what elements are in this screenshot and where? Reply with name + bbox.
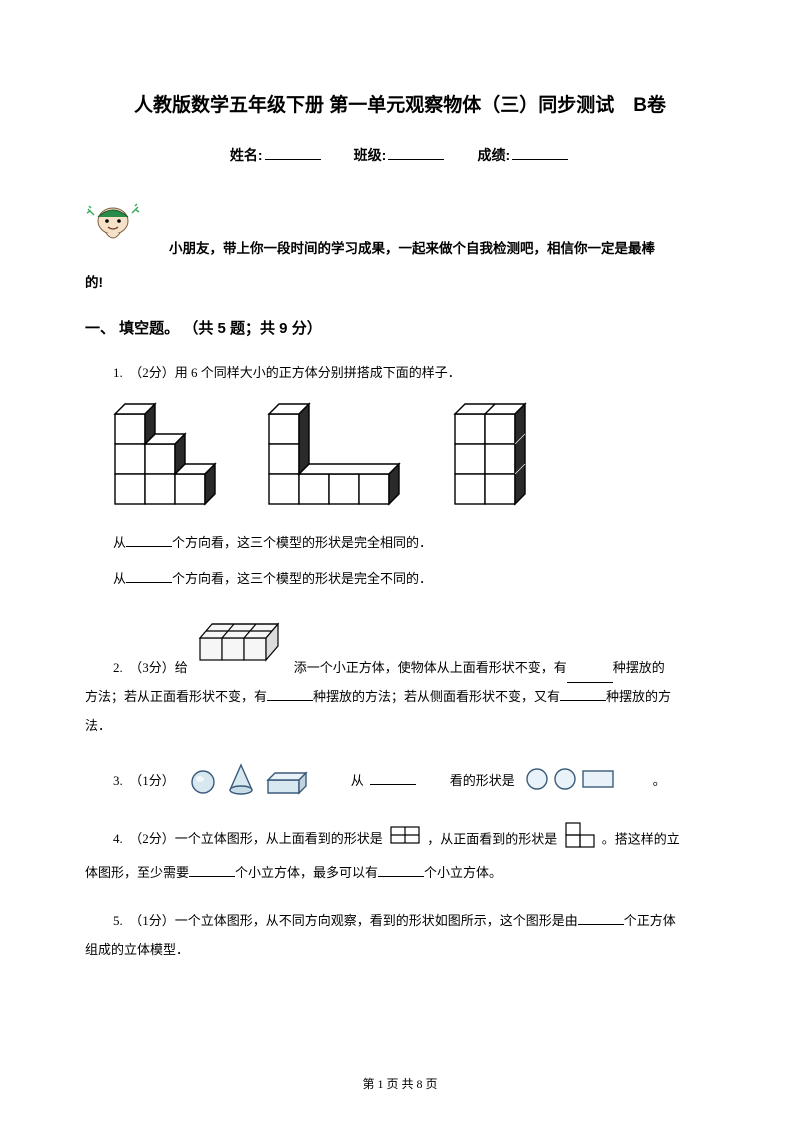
cone-icon bbox=[227, 762, 255, 796]
exam-title: 人教版数学五年级下册 第一单元观察物体（三）同步测试 B卷 bbox=[85, 90, 715, 117]
q1-blank-b: 从个方向看，这三个模型的形状是完全不同的． bbox=[85, 566, 715, 592]
circle-view-2 bbox=[553, 767, 577, 791]
q2-blank-1[interactable] bbox=[567, 671, 613, 683]
student-info-line: 姓名: 班级: 成绩: bbox=[85, 145, 715, 165]
q4-blank-2[interactable] bbox=[378, 865, 424, 877]
q2-blank-2[interactable] bbox=[267, 689, 313, 701]
q1-blank-a: 从个方向看，这三个模型的形状是完全相同的． bbox=[85, 530, 715, 556]
name-label: 姓名: bbox=[230, 147, 263, 163]
score-label: 成绩: bbox=[477, 147, 510, 163]
question-2: 2. （3分）给 添一个小正方体，使物体从上面看形状不变，有种摆放的 方法；若从… bbox=[85, 614, 715, 740]
cube-figure-lshape bbox=[263, 396, 431, 512]
q1-blank-1[interactable] bbox=[126, 535, 172, 547]
q5-blank[interactable] bbox=[578, 913, 624, 925]
cube-figure-block bbox=[449, 396, 559, 512]
question-4: 4. （2分）一个立体图形，从上面看到的形状是 ，从正面看到的形状是 。搭这样的… bbox=[85, 822, 715, 887]
intro-line-1: 小朋友，带上你一段时间的学习成果，一起来做个自我检测吧，相信你一定是最棒 bbox=[169, 197, 655, 265]
intro-line-2: 的! bbox=[85, 271, 715, 291]
cube-figure-staircase bbox=[109, 396, 245, 512]
q4-top-view bbox=[390, 826, 420, 855]
class-blank[interactable] bbox=[388, 146, 444, 160]
q3-views bbox=[525, 767, 615, 791]
sphere-icon bbox=[189, 768, 217, 796]
q1-stem: 1. （2分）用 6 个同样大小的正方体分别拼搭成下面的样子． bbox=[85, 360, 715, 386]
q1-figures bbox=[109, 396, 715, 512]
q3-solids bbox=[189, 762, 309, 796]
q2-cuboid-figure bbox=[194, 614, 288, 683]
q3-blank[interactable] bbox=[370, 773, 416, 785]
rect-view bbox=[581, 767, 615, 791]
class-label: 班级: bbox=[354, 147, 387, 163]
q4-front-view bbox=[565, 822, 595, 859]
question-1: 1. （2分）用 6 个同样大小的正方体分别拼搭成下面的样子． bbox=[85, 360, 715, 592]
question-5: 5. （1分）一个立体图形，从不同方向观察，看到的形状如图所示，这个图形是由个正… bbox=[85, 907, 715, 964]
score-blank[interactable] bbox=[512, 146, 568, 160]
page-footer: 第 1 页 共 8 页 bbox=[0, 1075, 800, 1092]
name-blank[interactable] bbox=[265, 146, 321, 160]
section-heading: 一、 填空题。 （共 5 题；共 9 分） bbox=[85, 317, 715, 338]
circle-view-1 bbox=[525, 767, 549, 791]
q1-blank-2[interactable] bbox=[126, 571, 172, 583]
q2-blank-3[interactable] bbox=[560, 689, 606, 701]
cartoon-icon bbox=[85, 197, 141, 259]
cuboid-small-icon bbox=[265, 770, 309, 796]
question-3: 3. （1分） 从看的形状是 。 bbox=[85, 762, 715, 796]
q4-blank-1[interactable] bbox=[189, 865, 235, 877]
